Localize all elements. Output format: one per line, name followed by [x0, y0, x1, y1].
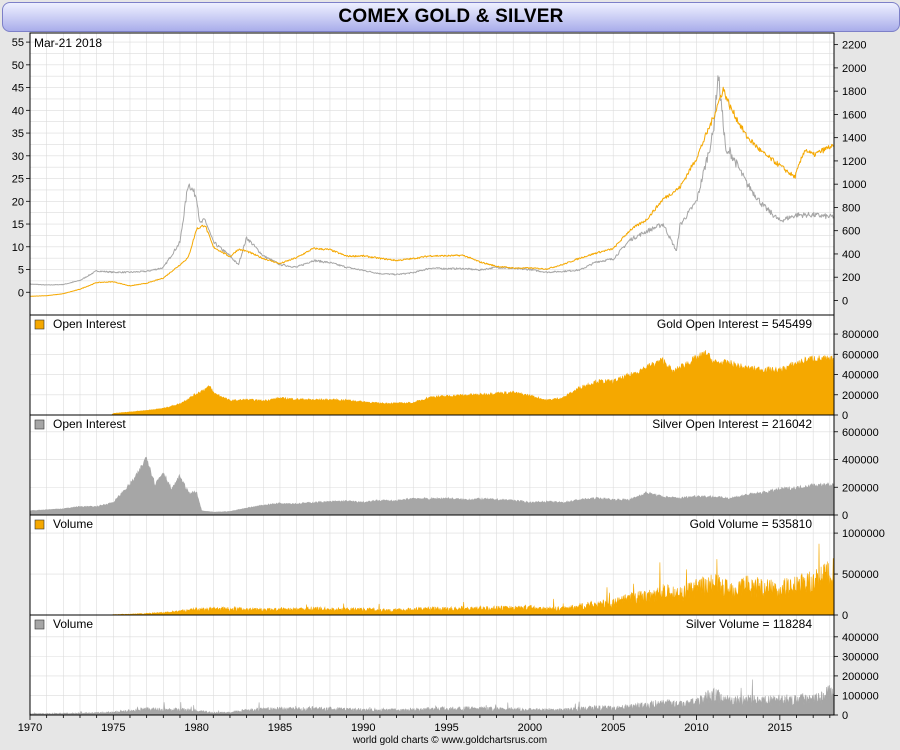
- footer-credit: world gold charts © www.goldchartsrus.co…: [352, 735, 548, 746]
- right-tick-label: 0: [842, 610, 848, 622]
- legend-swatch: [34, 619, 45, 630]
- panel-readout: Gold Volume = 535810: [690, 517, 813, 531]
- x-tick-label: 2015: [768, 722, 792, 734]
- right-tick-label: 2000: [842, 63, 866, 75]
- x-tick-label: 1990: [351, 722, 375, 734]
- x-tick-label: 2005: [601, 722, 625, 734]
- x-tick-label: 1975: [101, 722, 125, 734]
- left-tick-label: 40: [12, 105, 24, 117]
- left-tick-label: 25: [12, 174, 24, 186]
- right-tick-label: 400000: [842, 632, 879, 644]
- left-tick-label: 15: [12, 219, 24, 231]
- right-tick-label: 400000: [842, 455, 879, 467]
- silver-price-line: [29, 75, 834, 286]
- right-tick-label: 100000: [842, 690, 879, 702]
- panel-readout: Silver Volume = 118284: [686, 617, 813, 631]
- right-tick-label: 300000: [842, 651, 879, 663]
- left-tick-label: 50: [12, 60, 24, 72]
- right-tick-label: 0: [842, 510, 848, 522]
- x-tick-label: 1980: [184, 722, 208, 734]
- panel-readout: Gold Open Interest = 545499: [657, 317, 812, 331]
- right-tick-label: 1400: [842, 133, 866, 145]
- right-tick-label: 0: [842, 410, 848, 422]
- panel-border: [29, 614, 835, 716]
- x-tick-label: 2000: [518, 722, 542, 734]
- x-tick-label: 1970: [18, 722, 42, 734]
- right-tick-label: 1800: [842, 86, 866, 98]
- x-tick-label: 2010: [684, 722, 708, 734]
- right-tick-label: 1000: [842, 179, 866, 191]
- silver-volume-area: [29, 679, 834, 716]
- gold-price-line: [30, 86, 834, 297]
- right-tick-label: 200000: [842, 390, 879, 402]
- panel-label: Open Interest: [53, 417, 126, 431]
- panel-label: Volume: [53, 617, 93, 631]
- right-tick-label: 0: [842, 710, 848, 722]
- right-tick-label: 800: [842, 202, 860, 214]
- left-tick-label: 35: [12, 128, 24, 140]
- left-tick-label: 30: [12, 151, 24, 163]
- right-tick-label: 500000: [842, 569, 879, 581]
- right-tick-label: 200000: [842, 671, 879, 683]
- right-tick-label: 400000: [842, 370, 879, 382]
- right-tick-label: 1000000: [842, 528, 885, 540]
- panel-readout: Silver Open Interest = 216042: [652, 417, 812, 431]
- silver-open-interest-area: [29, 456, 834, 516]
- left-tick-label: 45: [12, 83, 24, 95]
- right-tick-label: 600: [842, 226, 860, 238]
- date-annotation: Mar-21 2018: [34, 36, 102, 50]
- right-tick-label: 400: [842, 249, 860, 261]
- panel-label: Volume: [53, 517, 93, 531]
- left-tick-label: 55: [12, 37, 24, 49]
- left-tick-label: 10: [12, 242, 24, 254]
- right-tick-label: 800000: [842, 329, 879, 341]
- left-tick-label: 20: [12, 196, 24, 208]
- right-tick-label: 200: [842, 272, 860, 284]
- legend-swatch: [34, 319, 45, 330]
- right-tick-label: 2200: [842, 40, 866, 52]
- right-tick-label: 1200: [842, 156, 866, 168]
- right-tick-label: 1600: [842, 109, 866, 121]
- x-tick-label: 1985: [268, 722, 292, 734]
- legend-swatch: [34, 519, 45, 530]
- left-tick-label: 5: [18, 265, 24, 277]
- legend-swatch: [34, 419, 45, 430]
- right-tick-label: 0: [842, 295, 848, 307]
- gold-open-interest-area: [30, 350, 834, 416]
- panel-label: Open Interest: [53, 317, 126, 331]
- right-tick-label: 600000: [842, 427, 879, 439]
- chart-title: COMEX GOLD & SILVER: [2, 2, 900, 32]
- right-tick-label: 200000: [842, 482, 879, 494]
- right-tick-label: 600000: [842, 349, 879, 361]
- x-tick-label: 1995: [434, 722, 458, 734]
- gold-volume-area: [30, 543, 834, 616]
- left-tick-label: 0: [18, 287, 24, 299]
